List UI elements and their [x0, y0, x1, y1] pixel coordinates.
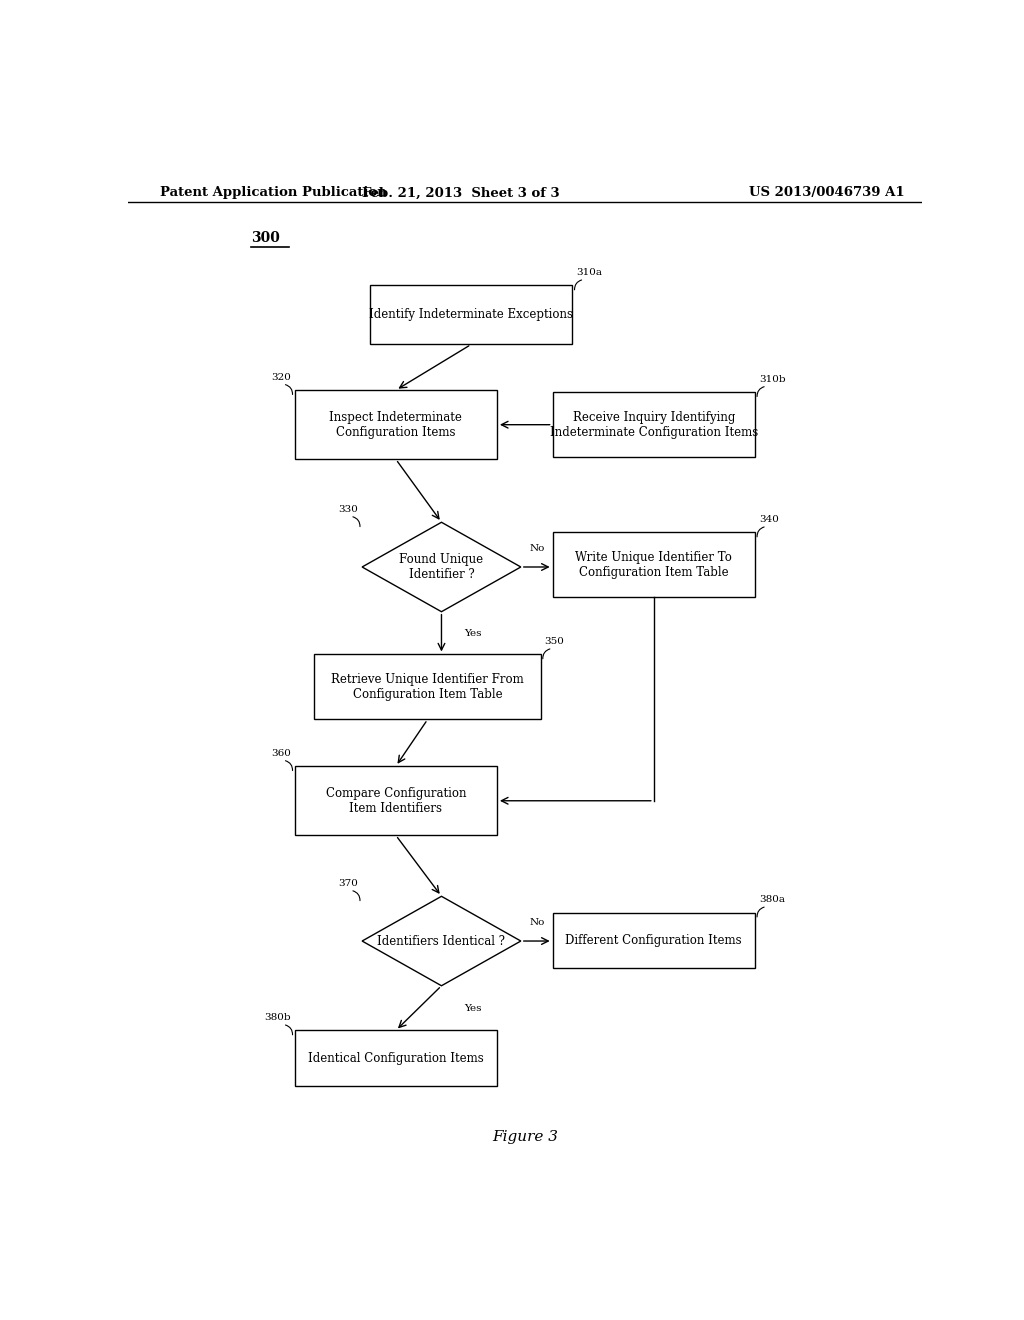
Text: Identify Indeterminate Exceptions: Identify Indeterminate Exceptions: [370, 309, 573, 322]
Text: Yes: Yes: [465, 628, 482, 638]
Text: 310b: 310b: [759, 375, 785, 384]
Text: Retrieve Unique Identifier From
Configuration Item Table: Retrieve Unique Identifier From Configur…: [331, 673, 524, 701]
FancyBboxPatch shape: [553, 532, 755, 598]
Text: Different Configuration Items: Different Configuration Items: [565, 935, 742, 946]
Text: Patent Application Publication: Patent Application Publication: [160, 186, 386, 199]
Text: Write Unique Identifier To
Configuration Item Table: Write Unique Identifier To Configuration…: [575, 550, 732, 579]
FancyBboxPatch shape: [314, 655, 541, 719]
Text: Identifiers Identical ?: Identifiers Identical ?: [378, 935, 506, 948]
Text: 360: 360: [270, 748, 291, 758]
Text: 350: 350: [545, 638, 564, 647]
Text: Identical Configuration Items: Identical Configuration Items: [308, 1052, 483, 1065]
Polygon shape: [362, 523, 521, 611]
Text: US 2013/0046739 A1: US 2013/0046739 A1: [749, 186, 904, 199]
FancyBboxPatch shape: [553, 392, 755, 457]
Text: 380b: 380b: [264, 1014, 291, 1022]
Text: No: No: [529, 544, 545, 553]
Text: Found Unique
Identifier ?: Found Unique Identifier ?: [399, 553, 483, 581]
Text: Receive Inquiry Identifying
Indeterminate Configuration Items: Receive Inquiry Identifying Indeterminat…: [550, 411, 758, 438]
Text: Yes: Yes: [465, 1003, 482, 1012]
Text: No: No: [529, 919, 545, 927]
FancyBboxPatch shape: [295, 1031, 497, 1086]
FancyBboxPatch shape: [553, 912, 755, 969]
FancyBboxPatch shape: [370, 285, 572, 345]
Text: Inspect Indeterminate
Configuration Items: Inspect Indeterminate Configuration Item…: [330, 411, 462, 438]
Text: 340: 340: [759, 515, 779, 524]
FancyBboxPatch shape: [295, 391, 497, 459]
Text: 330: 330: [338, 506, 358, 515]
Polygon shape: [362, 896, 521, 986]
Text: 300: 300: [251, 231, 280, 244]
Text: 380a: 380a: [759, 895, 785, 904]
FancyBboxPatch shape: [295, 766, 497, 836]
Text: 370: 370: [338, 879, 358, 888]
Text: Figure 3: Figure 3: [492, 1130, 558, 1144]
Text: Feb. 21, 2013  Sheet 3 of 3: Feb. 21, 2013 Sheet 3 of 3: [362, 186, 560, 199]
Text: 310a: 310a: [577, 268, 602, 277]
Text: Compare Configuration
Item Identifiers: Compare Configuration Item Identifiers: [326, 787, 466, 814]
Text: 320: 320: [270, 374, 291, 381]
